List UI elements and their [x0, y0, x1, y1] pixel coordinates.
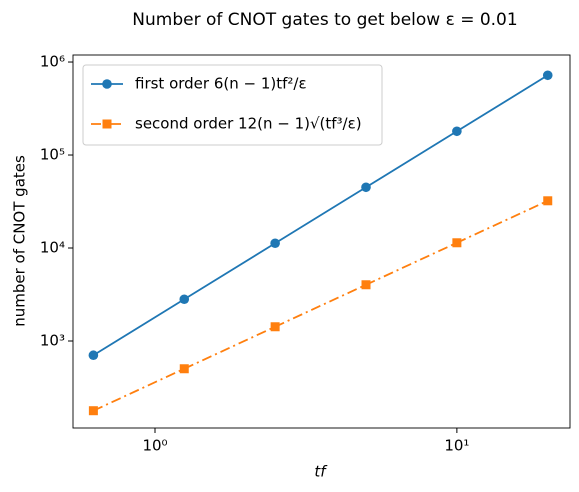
marker [361, 280, 371, 290]
series-line [92, 74, 549, 357]
marker [88, 406, 98, 416]
marker [270, 238, 280, 249]
x-axis-label: tf [314, 463, 328, 481]
marker [543, 196, 553, 206]
marker [102, 119, 112, 129]
marker [452, 126, 462, 137]
marker [270, 322, 280, 332]
y-axis-label: number of CNOT gates [11, 155, 29, 327]
x-tick-label: 10⁰ [142, 437, 167, 455]
y-tick-label: 10⁴ [40, 239, 65, 257]
marker [179, 294, 190, 305]
marker [88, 350, 99, 361]
legend-label: second order 12(n − 1)√(tf³/ε) [135, 115, 362, 133]
series-line [93, 199, 549, 412]
y-tick-label: 10⁶ [40, 53, 65, 71]
plot-frame [72, 54, 571, 429]
legend-label: first order 6(n − 1)tf²/ε [135, 75, 307, 93]
x-tick-label: 10¹ [444, 437, 469, 455]
chart-title: Number of CNOT gates to get below ε = 0.… [132, 10, 517, 30]
y-tick-label: 10³ [40, 332, 65, 350]
marker [361, 182, 371, 193]
marker [452, 238, 462, 248]
marker [179, 364, 189, 374]
marker [542, 70, 553, 81]
y-tick-label: 10⁵ [40, 146, 65, 164]
legend-box [82, 64, 383, 146]
marker [102, 79, 112, 89]
